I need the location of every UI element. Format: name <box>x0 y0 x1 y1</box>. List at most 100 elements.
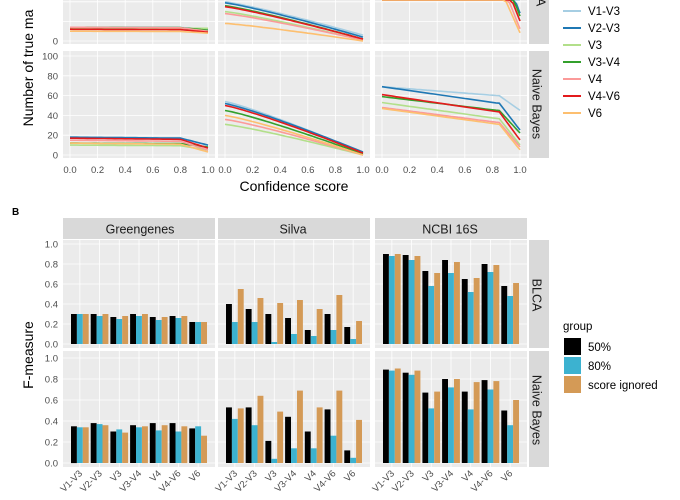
bar-50pct <box>110 431 117 463</box>
panel-a-x-tick-label: 0.2 <box>403 165 416 176</box>
bar-score-ignored <box>513 400 519 463</box>
panel-b-y-tick-label: 0.4 <box>45 417 58 428</box>
line-series-v2-v3 <box>70 136 209 146</box>
strip-ncbi-16s: NCBI 16S <box>422 222 478 236</box>
bar-column-strip-bg <box>63 218 215 239</box>
strip-silva: Silva <box>279 222 306 236</box>
panel-a-row-strip-naive-bayes: Naive Bayes <box>530 69 544 139</box>
line-series-v4 <box>70 26 209 32</box>
line-series-v4 <box>381 106 521 148</box>
panel-a-x-tick-label: 0.6 <box>458 165 471 176</box>
bar-50pct <box>71 314 77 344</box>
panel-a-y-tick-label: 40 <box>47 111 58 122</box>
panel-a-x-tick-label: 0.0 <box>218 165 231 176</box>
panel-b-x-tick-label: V3-V4 <box>430 468 456 494</box>
panel-b-x-tick-label: V3-V4 <box>273 468 299 494</box>
bar-50pct <box>245 309 252 344</box>
bar-score-ignored <box>394 254 401 344</box>
panel-b-y-tick-label: 0.0 <box>45 340 58 351</box>
panel-b-bar-charts: 0.00.20.40.60.81.00.00.20.40.60.81.0V1-V… <box>45 218 658 495</box>
bar-score-ignored <box>82 314 89 344</box>
bar-80pct <box>231 322 238 344</box>
bar-80pct <box>195 426 202 464</box>
bar-80pct <box>428 286 435 344</box>
bar-50pct <box>402 255 409 344</box>
bar-80pct <box>231 418 238 463</box>
bar-80pct <box>251 425 258 463</box>
bar-50pct <box>189 428 196 463</box>
bar-50pct <box>130 425 136 463</box>
bar-80pct <box>96 424 103 463</box>
bar-score-ignored <box>356 321 362 344</box>
line-series-v6 <box>70 30 209 34</box>
bar-score-ignored <box>82 427 89 463</box>
line-panel-background <box>375 0 527 44</box>
bar-50pct <box>285 416 291 463</box>
bar-row-strip-blca-bg <box>529 240 549 348</box>
bar-score-ignored <box>277 411 284 463</box>
bar-legend-label: 50% <box>588 342 611 354</box>
panel-a-x-tick-label: 0.6 <box>301 165 314 176</box>
bar-score-ignored <box>414 256 421 344</box>
bar-50pct <box>461 391 468 463</box>
bar-80pct <box>195 322 202 344</box>
bar-score-ignored <box>316 309 323 344</box>
bar-50pct <box>501 410 508 463</box>
panel-a-y-tick-label: 20 <box>47 131 58 142</box>
strip-greengenes: Greengenes <box>106 222 175 236</box>
line-series-v6 <box>381 107 521 151</box>
bar-80pct <box>155 430 162 463</box>
bar-score-ignored <box>297 390 303 463</box>
bar-score-ignored <box>257 298 264 344</box>
bar-score-ignored <box>336 295 343 344</box>
panel-b-y-tick-label: 1.0 <box>45 240 58 251</box>
bar-80pct <box>291 448 297 463</box>
bar-50pct <box>245 407 252 463</box>
line-legend-label: V4-V6 <box>588 91 620 103</box>
bar-score-ignored <box>237 289 244 344</box>
panel-a-x-tick-label: 0.8 <box>329 165 342 176</box>
bar-score-ignored <box>336 390 343 463</box>
bar-row-strip-naive-bayes-bg <box>529 351 549 467</box>
panel-b-y-axis-title: F-measure <box>20 321 36 389</box>
line-series-v2-v3 <box>224 102 364 153</box>
bar-80pct <box>448 273 454 344</box>
line-series-v6 <box>224 114 364 156</box>
bar-score-ignored <box>454 379 460 463</box>
bar-50pct <box>285 318 291 344</box>
bar-80pct <box>507 425 514 463</box>
bar-80pct <box>467 292 474 344</box>
bar-80pct <box>251 322 258 344</box>
bar-column-strip-bg <box>218 218 370 239</box>
bar-score-ignored <box>493 265 500 344</box>
panel-a-line-charts: 0 20 40 60 80 100 0 0.0 0.2 0.4 0.6 0.8 1.0 0.0 0.2 0.4… <box>42 0 621 176</box>
panel-a-x-tick-label: 0.8 <box>486 165 499 176</box>
bar-50pct <box>265 314 272 344</box>
line-legend-label: V3-V4 <box>588 57 621 69</box>
bar-50pct <box>90 314 97 344</box>
panel-b-y-tick-label: 0.8 <box>45 260 58 271</box>
bar-score-ignored <box>257 395 264 463</box>
line-panel-background <box>218 51 370 158</box>
bar-50pct <box>442 379 448 463</box>
bar-50pct <box>110 317 117 344</box>
panel-b-x-tick-label: V4-V6 <box>157 468 183 494</box>
bar-score-ignored <box>414 370 421 463</box>
bar-80pct <box>487 272 494 344</box>
line-series-v3 <box>70 144 209 151</box>
bar-score-ignored <box>102 314 109 344</box>
bar-80pct <box>175 318 182 344</box>
bar-score-ignored <box>473 278 480 344</box>
panel-b-y-tick-label: 0.2 <box>45 438 58 449</box>
panel-a-x-tick-label: 0.4 <box>431 165 444 176</box>
bar-80pct <box>76 427 83 463</box>
panel-b-x-tick-label: V2-V3 <box>233 468 259 494</box>
bar-50pct <box>324 314 331 344</box>
bar-50pct <box>226 407 232 463</box>
panel-a-x-tick-label: 1.0 <box>201 165 214 176</box>
bar-legend-key <box>564 338 581 355</box>
strip-blca: BLCA <box>530 279 544 312</box>
bar-80pct <box>271 458 278 463</box>
line-legend-label: V3 <box>588 40 602 52</box>
bar-80pct <box>116 429 123 463</box>
